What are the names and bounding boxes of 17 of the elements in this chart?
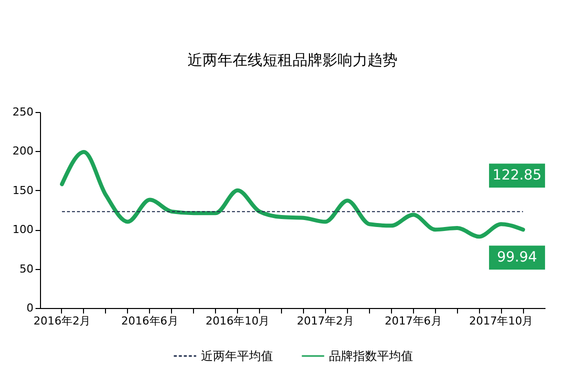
x-tick-label: 2017年6月 [384, 314, 442, 328]
x-tick-label: 2016年2月 [33, 314, 90, 328]
y-tick-label: 0 [26, 302, 34, 314]
y-tick-label: 150 [12, 184, 34, 197]
x-tick-label: 2016年6月 [121, 314, 178, 328]
y-tick-label: 200 [12, 144, 34, 158]
y-tick-label: 250 [12, 106, 34, 118]
legend-label: 近两年平均值 [201, 349, 273, 363]
x-tick-label: 2017年2月 [296, 314, 354, 328]
y-tick-label: 50 [20, 262, 34, 276]
x-tick-label: 2016年10月 [206, 314, 270, 328]
y-tick-label: 100 [12, 223, 34, 236]
annotation: 99.94 [496, 250, 538, 266]
x-tick-label: 2017年10月 [469, 314, 534, 328]
legend-label: 品牌指数平均值 [329, 349, 413, 363]
chart-title: 近两年在线短租品牌影响力趋势 [188, 51, 398, 69]
annotation: 122.85 [492, 168, 542, 184]
